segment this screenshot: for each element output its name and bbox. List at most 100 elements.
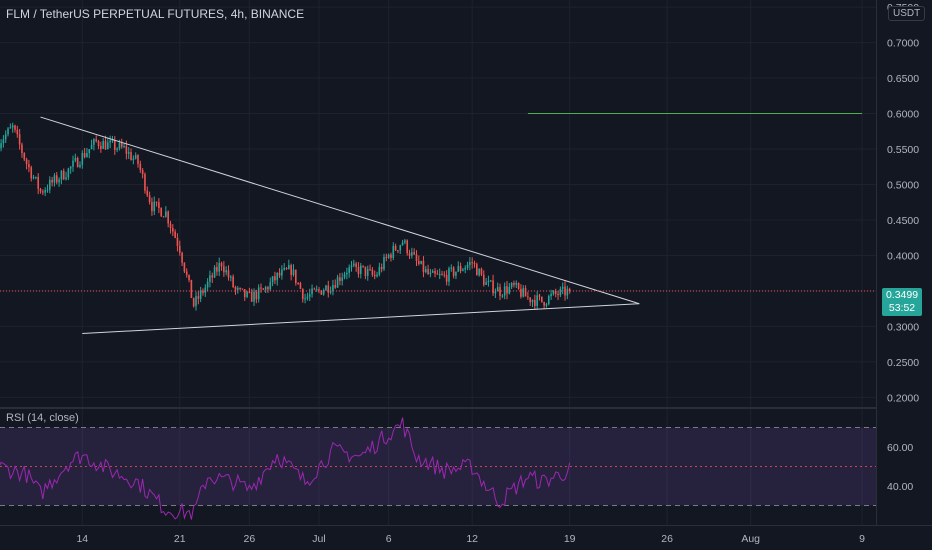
candle-body [93, 139, 95, 145]
candle-body [220, 263, 223, 267]
candle-body [23, 153, 26, 160]
candle-body [496, 287, 499, 292]
candle-body [527, 296, 529, 298]
candle-body [459, 266, 462, 271]
candle-body [267, 287, 269, 290]
candle-body [225, 270, 227, 273]
candle-body [434, 270, 436, 274]
candle-body [394, 245, 397, 251]
candle-body [429, 272, 432, 274]
candle-body [508, 287, 511, 294]
resistance-trendline[interactable] [40, 116, 640, 305]
candle-body [401, 242, 404, 246]
candle-body [113, 140, 116, 150]
candle-body [53, 175, 56, 183]
rsi-legend-label[interactable]: RSI (14, close) [6, 412, 79, 424]
candle-body [276, 272, 279, 281]
candle-body [380, 267, 383, 270]
candle-body [294, 269, 297, 283]
candle-body [134, 155, 137, 159]
candle-body [9, 127, 12, 129]
candle-body [44, 190, 46, 193]
candle-body [125, 146, 128, 154]
candles [0, 122, 571, 311]
candle-body [104, 140, 107, 150]
candle-body [315, 289, 318, 291]
candle-body [371, 269, 374, 275]
candle-body [411, 252, 413, 256]
time-tick-label: 9 [859, 533, 865, 545]
candle-body [417, 260, 420, 264]
candle-body [390, 254, 392, 258]
candle-body [97, 141, 100, 147]
candle-body [74, 157, 77, 161]
price-axis: 0.20000.25000.30000.35000.40000.45000.50… [887, 2, 919, 404]
candle-body [397, 250, 399, 252]
rsi-tick-label: 60.00 [887, 442, 913, 454]
candle-body [111, 140, 114, 142]
candle-body [285, 267, 288, 270]
candle-body [566, 288, 569, 296]
candle-body [522, 288, 525, 297]
candle-body [4, 134, 7, 140]
candle-body [32, 177, 35, 179]
candle-body [158, 202, 160, 209]
candle-body [130, 152, 132, 160]
candle-body [46, 189, 49, 191]
candle-body [297, 282, 299, 284]
candle-body [489, 280, 492, 282]
candle-body [90, 144, 93, 150]
candle-body [320, 290, 323, 295]
candle-body [253, 291, 255, 302]
candle-body [485, 282, 487, 285]
candle-body [536, 295, 538, 306]
candle-body [325, 285, 327, 291]
bar-countdown: 53:52 [888, 302, 916, 314]
candle-body [436, 273, 439, 275]
candle-body [406, 240, 409, 254]
candle-body [274, 276, 276, 281]
candle-body [464, 267, 467, 270]
candle-body [160, 208, 163, 217]
candle-body [21, 144, 23, 154]
candle-body [482, 274, 485, 285]
candle-body [506, 286, 508, 294]
candle-body [343, 274, 346, 278]
candle-body [369, 269, 371, 271]
candle-body [471, 262, 473, 264]
candle-body [58, 179, 60, 183]
candle-body [469, 262, 471, 265]
candle-body [290, 265, 292, 276]
candle-body [204, 287, 207, 293]
candle-body [2, 139, 5, 144]
candle-body [318, 289, 320, 291]
candle-body [383, 256, 385, 270]
candle-body [350, 265, 353, 268]
support-trendline[interactable] [82, 303, 640, 334]
candle-body [378, 267, 381, 275]
candle-body [260, 287, 262, 289]
candle-body [183, 262, 186, 272]
candle-body [348, 267, 350, 273]
candle-body [478, 268, 480, 276]
candle-body [213, 267, 216, 278]
candle-body [48, 179, 51, 190]
candle-body [404, 240, 406, 243]
candle-body [281, 269, 283, 276]
candle-body [552, 291, 555, 295]
candle-body [362, 265, 364, 267]
candle-body [86, 152, 88, 158]
candle-body [206, 281, 209, 288]
currency-badge[interactable]: USDT [888, 6, 926, 21]
time-tick-label: 26 [244, 533, 256, 545]
candle-body [39, 188, 42, 192]
candle-body [227, 270, 230, 278]
candle-body [283, 267, 286, 270]
candle-body [443, 274, 446, 276]
candle-body [88, 149, 91, 153]
rsi-axis: 40.00 60.00 [887, 442, 913, 493]
candle-body [517, 282, 520, 289]
candle-body [399, 245, 402, 251]
candle-body [153, 201, 156, 212]
